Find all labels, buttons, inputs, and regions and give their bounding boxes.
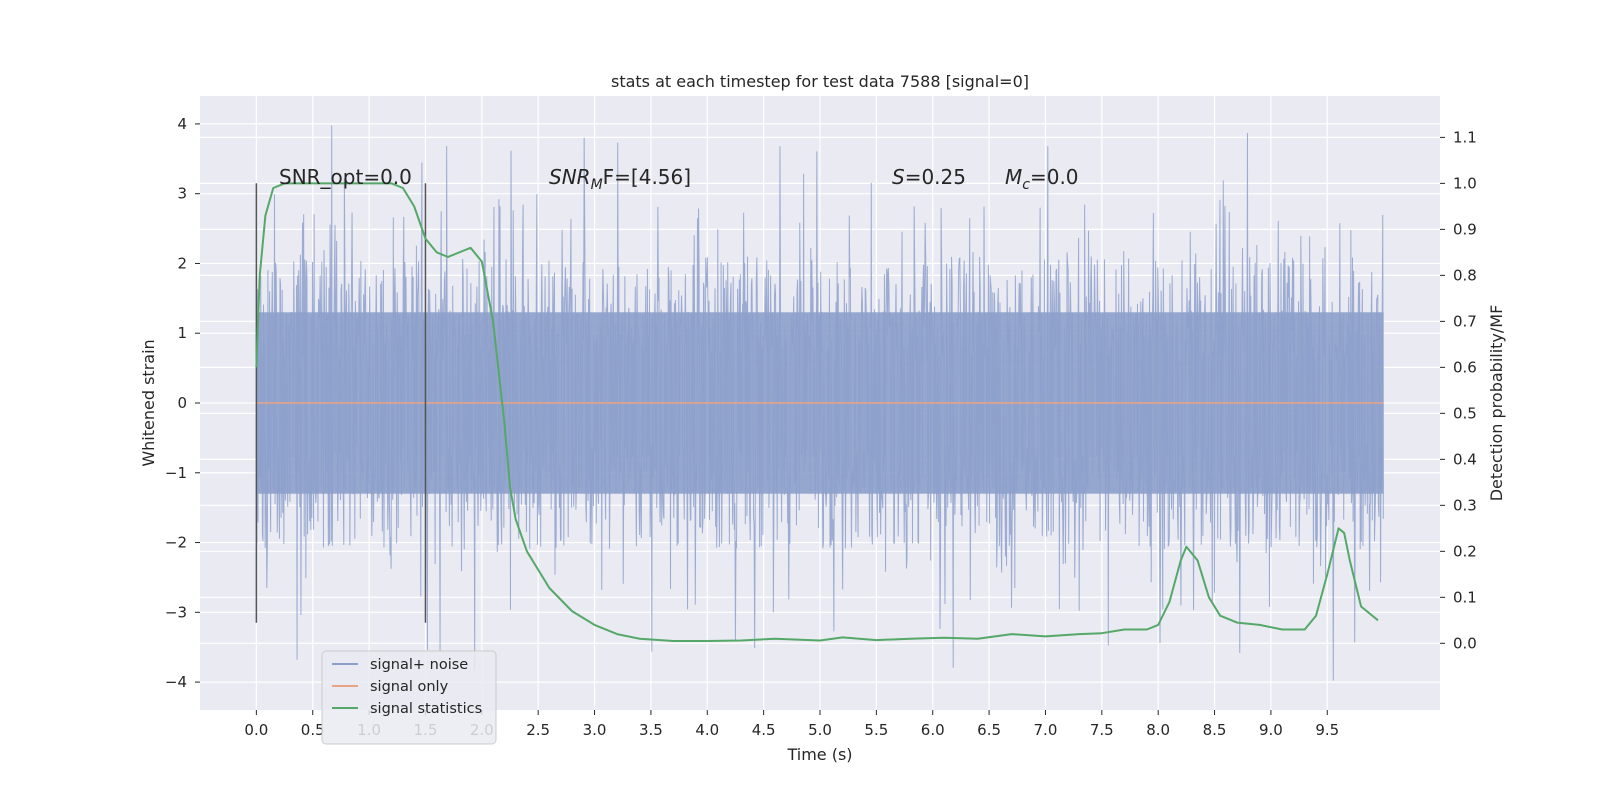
x-tick-label: 9.0 [1259, 721, 1283, 739]
annotation-snr-mf-prefix: SNR [549, 165, 591, 189]
y-right-tick-label: 0.3 [1453, 496, 1477, 514]
annotations: SNR_opt=0.0 SNRMF=[4.56] S=0.25 Mc=0.0 [279, 165, 1079, 193]
annotation-snr-mf: SNRMF=[4.56] [549, 165, 691, 193]
legend-label-signal-statistics: signal statistics [370, 701, 482, 717]
y-right-tick-label: 0.4 [1453, 450, 1477, 468]
x-tick-label: 8.0 [1146, 721, 1170, 739]
x-tick-label: 9.5 [1315, 721, 1339, 739]
annotation-mc-prefix: M [1005, 165, 1022, 189]
y-right-tick-label: 0.7 [1453, 312, 1477, 330]
x-tick-label: 2.5 [526, 721, 550, 739]
legend-box [321, 650, 497, 745]
y-axis-label: Whitened strain [139, 339, 158, 466]
legend: signal+ noise signal only signal statist… [321, 650, 497, 745]
x-tick-label: 3.5 [639, 721, 663, 739]
y-right-tick-label: 1.0 [1453, 174, 1477, 192]
annotation-snr-mf-suffix: F=[4.56] [603, 165, 691, 189]
x-tick-label: 3.0 [583, 721, 607, 739]
y-tick-label: −3 [165, 603, 187, 621]
legend-label-signal-noise: signal+ noise [370, 657, 468, 673]
x-tick-label: 8.5 [1203, 721, 1227, 739]
x-tick-label: 6.5 [977, 721, 1001, 739]
y-right-tick-label: 0.1 [1453, 588, 1477, 606]
series-signal-statistics [255, 182, 1379, 643]
y-right-tick-label: 0.8 [1453, 266, 1477, 284]
y-tick-label: 2 [177, 254, 187, 272]
y-right-tick-label: 1.1 [1453, 128, 1477, 146]
x-tick-label: 6.0 [921, 721, 945, 739]
y-right-tick-label: 0.5 [1453, 404, 1477, 422]
x-tick-label: 4.5 [752, 721, 776, 739]
y-tick-label: 4 [177, 115, 187, 133]
y-tick-label: 1 [177, 324, 187, 342]
y-tick-label: −2 [165, 534, 187, 552]
y-right-tick-label: 0.2 [1453, 542, 1477, 560]
annotation-s-value: =0.25 [905, 165, 966, 189]
x-tick-label: 0.5 [301, 721, 325, 739]
annotation-s: S=0.25 [892, 165, 966, 189]
y-right-tick-label: 0.9 [1453, 220, 1477, 238]
x-axis-label: Time (s) [786, 745, 852, 764]
statistics-line [255, 182, 1379, 643]
y-right-tick-label: 0.6 [1453, 358, 1477, 376]
annotation-snr-mf-sub: M [591, 177, 603, 193]
x-tick-label: 5.5 [864, 721, 888, 739]
axis-ticks: 0.00.51.01.52.02.53.03.54.04.55.05.56.06… [165, 115, 1477, 739]
y-tick-label: −1 [165, 464, 187, 482]
legend-label-signal-only: signal only [370, 679, 449, 695]
x-tick-label: 0.0 [244, 721, 268, 739]
y-tick-label: −4 [165, 673, 187, 691]
y-tick-label: 0 [177, 394, 187, 412]
chart-title: stats at each timestep for test data 758… [611, 72, 1029, 91]
vertical-markers [255, 183, 427, 623]
annotation-snr-opt: SNR_opt=0.0 [279, 165, 412, 189]
x-tick-label: 7.5 [1090, 721, 1114, 739]
annotation-s-prefix: S [892, 165, 905, 189]
annotation-mc-sub: c [1022, 177, 1030, 193]
x-tick-label: 5.0 [808, 721, 832, 739]
y-tick-label: 3 [177, 185, 187, 203]
annotation-mc-value: =0.0 [1030, 165, 1079, 189]
x-tick-label: 4.0 [695, 721, 719, 739]
x-tick-label: 7.0 [1034, 721, 1058, 739]
annotation-mc: Mc=0.0 [1005, 165, 1079, 193]
y-right-tick-label: 0.0 [1453, 634, 1477, 652]
y-axis-right-label: Detection probability/MF [1487, 305, 1506, 502]
